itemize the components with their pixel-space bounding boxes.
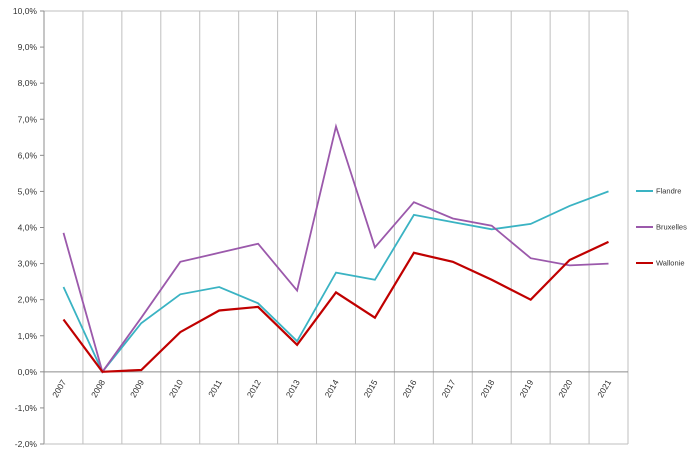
y-tick-label: 2,0% (18, 295, 38, 305)
y-tick-label: 1,0% (18, 331, 38, 341)
series-line-wallonie (62, 240, 609, 373)
x-tick-label: 2010 (167, 378, 185, 400)
axes (40, 10, 628, 445)
x-tick-label: 2021 (595, 378, 613, 400)
x-tick-label: 2014 (323, 378, 341, 400)
y-tick-labels: -2,0% -1,0% 0,0% 1,0% 2,0% 3,0% 4,0% 5,0% 6,0% 7,… (13, 6, 38, 449)
x-tick-label: 2013 (284, 378, 302, 400)
x-tick-label: 2020 (556, 378, 574, 400)
y-tick-label: 4,0% (18, 223, 38, 233)
y-tick-label: 5,0% (18, 186, 38, 196)
legend: Flandre Bruxelles Wallonie (636, 187, 687, 268)
grid (43, 10, 629, 444)
y-tick-label: 6,0% (18, 150, 38, 160)
y-tick-label: 3,0% (18, 259, 38, 269)
x-tick-label: 2019 (517, 378, 535, 400)
y-tick-label: -2,0% (15, 439, 38, 449)
x-tick-label: 2011 (206, 378, 224, 399)
x-tick-label: 2008 (89, 378, 107, 400)
x-tick-label: 2012 (245, 378, 263, 400)
series (62, 123, 609, 374)
x-tick-label: 2015 (362, 378, 380, 400)
x-tick-labels: 2007 2008 2009 2010 2011 2012 2013 2014 2015 2016… (50, 378, 613, 400)
y-tick-label: 8,0% (18, 78, 38, 88)
legend-label: Bruxelles (656, 223, 687, 232)
y-tick-label: 0,0% (18, 367, 38, 377)
x-tick-label: 2007 (50, 378, 68, 400)
x-tick-label: 2016 (400, 378, 418, 400)
series-line-flandre (62, 190, 609, 374)
y-tick-label: 9,0% (18, 42, 38, 52)
y-tick-label: 7,0% (18, 114, 38, 124)
legend-label: Flandre (656, 187, 681, 196)
x-tick-label: 2017 (439, 378, 457, 400)
series-line-bruxelles (62, 123, 609, 374)
x-tick-label: 2018 (478, 378, 496, 400)
x-tick-label: 2009 (128, 378, 146, 400)
y-tick-label: -1,0% (15, 403, 38, 413)
y-tick-label: 10,0% (13, 6, 38, 16)
legend-label: Wallonie (656, 259, 684, 268)
